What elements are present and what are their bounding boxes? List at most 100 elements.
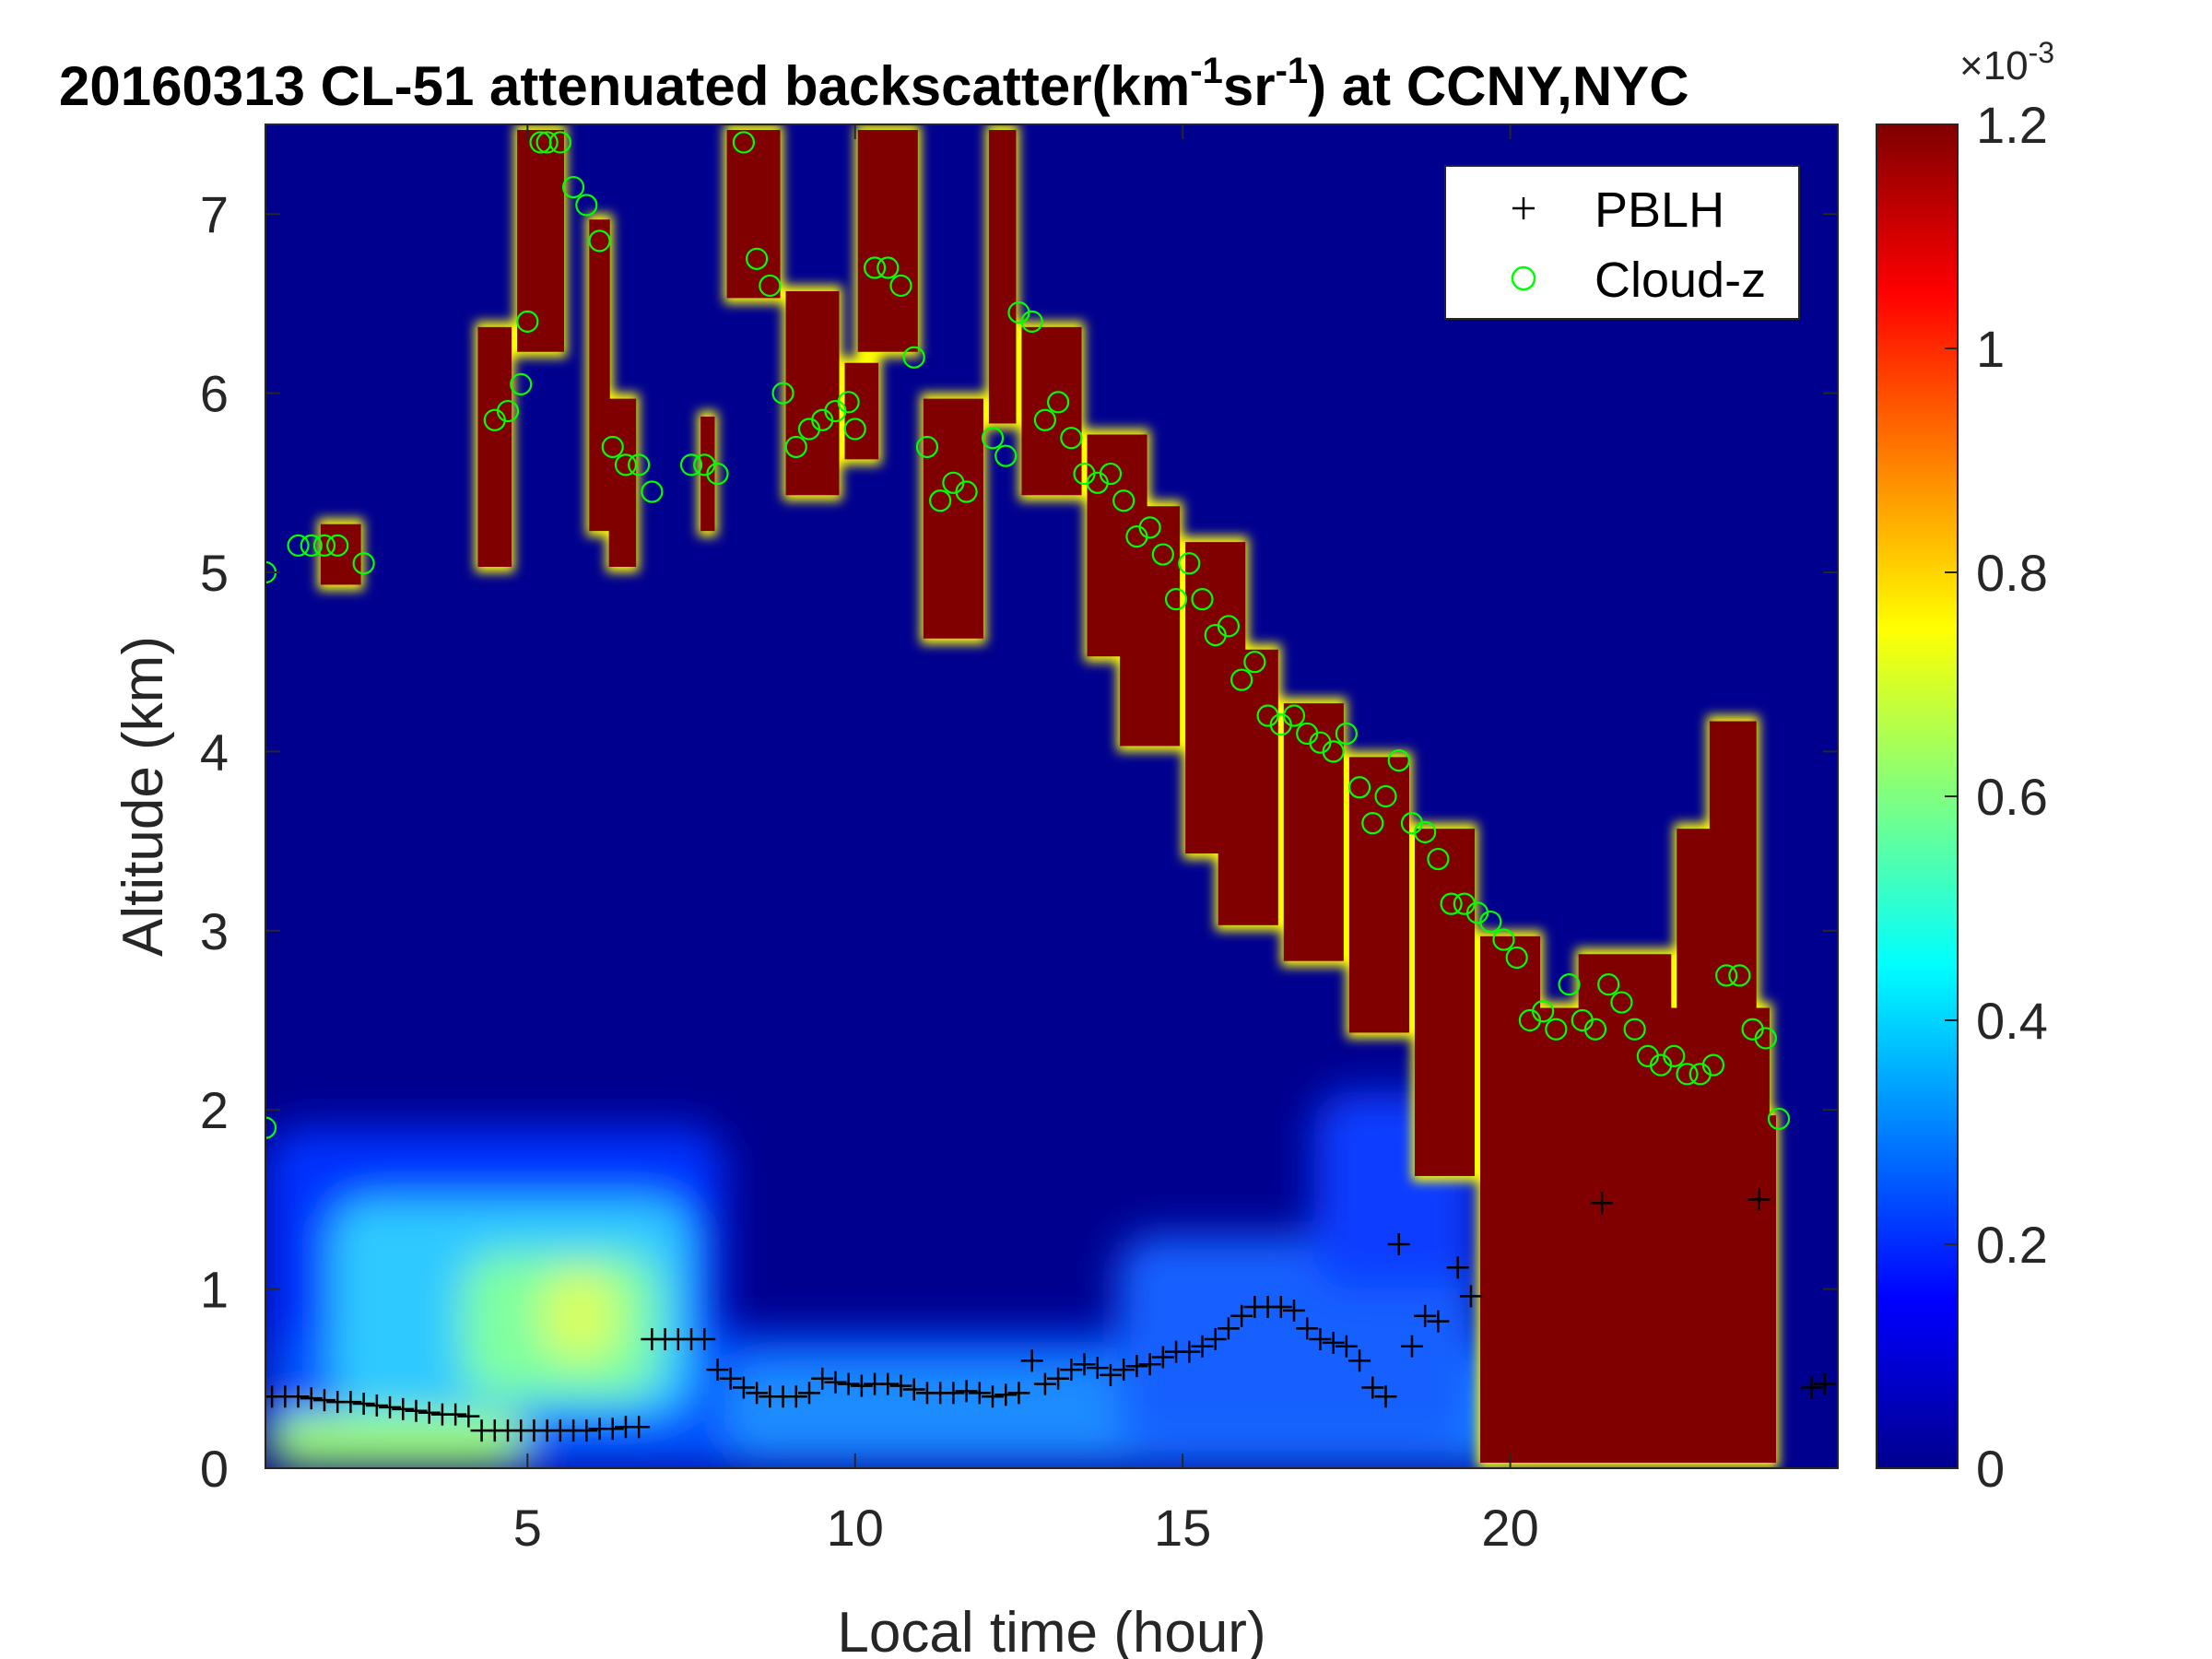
y-tick-label: 3 — [200, 902, 229, 960]
aerosol-patch-5 — [540, 1271, 619, 1361]
cloud-z-marker — [1676, 1063, 1699, 1086]
cloud-core-2 — [517, 130, 564, 352]
pblh-marker — [1269, 1296, 1292, 1319]
cloud-z-marker — [1767, 1107, 1791, 1131]
cloud-core-8 — [844, 362, 879, 460]
cloud-z-marker — [352, 552, 375, 575]
chart-title: 20160313 CL-51 attenuated backscatter(km… — [59, 51, 1689, 117]
cloud-z-marker — [588, 229, 611, 253]
cloud-z-marker — [929, 489, 952, 512]
cloud-z-marker — [1558, 973, 1581, 996]
pblh-marker — [379, 1395, 402, 1418]
colorbar-tick-label: 0.6 — [1976, 768, 2048, 826]
y-tick-label: 1 — [200, 1261, 229, 1319]
cloud-z-marker — [496, 399, 520, 423]
cloud-z-marker — [1841, 983, 1861, 1004]
cloud-z-marker — [1387, 749, 1410, 772]
cloud-core-19 — [1414, 829, 1476, 1176]
cloud-core-6 — [726, 130, 781, 299]
cloud-z-marker — [1701, 1053, 1725, 1077]
pblh-marker — [824, 1371, 847, 1394]
pblh-marker — [955, 1380, 978, 1403]
cloud-z-marker — [732, 131, 756, 154]
cloud-z-marker — [265, 1116, 277, 1139]
pblh-marker — [628, 1416, 651, 1439]
pblh-marker — [1112, 1359, 1135, 1382]
pblh-marker — [1283, 1299, 1306, 1322]
pblh-marker — [457, 1405, 480, 1428]
cloud-z-marker — [1020, 310, 1043, 333]
cloud-z-marker — [575, 194, 598, 217]
pblh-marker — [693, 1328, 716, 1351]
colorbar-tick-label: 1 — [1976, 320, 2005, 378]
cloud-z-marker — [863, 256, 887, 279]
cloud-z-marker — [994, 444, 1018, 467]
cloud-z-marker — [1230, 668, 1253, 691]
cloud-z-marker — [1754, 1027, 1777, 1050]
cloud-z-marker — [1047, 391, 1070, 414]
pblh-marker — [339, 1391, 362, 1414]
legend-box — [1444, 165, 1800, 320]
y-axis-label: Altitude (km) — [112, 636, 175, 957]
pblh-marker — [1007, 1382, 1030, 1405]
cloud-z-marker — [759, 274, 782, 298]
pblh-marker — [444, 1403, 467, 1426]
cloud-core-25 — [1761, 1115, 1777, 1463]
cloud-z-marker — [614, 453, 638, 477]
colorbar-gradient — [1876, 124, 1959, 1469]
pblh-marker — [1591, 1192, 1614, 1215]
pblh-marker — [994, 1383, 1018, 1406]
cloud-z-marker — [981, 427, 1005, 450]
pblh-marker — [1191, 1335, 1214, 1358]
y-tick-label: 7 — [200, 185, 229, 243]
cloud-z-marker — [1178, 552, 1201, 575]
pblh-marker — [968, 1382, 991, 1405]
pblh-marker — [1414, 1304, 1437, 1327]
cloud-z-marker — [312, 534, 336, 557]
cloud-z-marker — [1545, 1018, 1568, 1041]
pblh-marker — [942, 1382, 965, 1405]
cloud-z-marker — [1282, 704, 1306, 727]
cloud-core-10 — [923, 398, 983, 639]
y-tick-label: 2 — [200, 1081, 229, 1139]
legend-entry-cloud-z: Cloud-z — [1594, 253, 1766, 308]
cloud-z-marker — [902, 346, 925, 369]
pblh-marker — [1204, 1328, 1227, 1351]
legend: PBLH Cloud-z — [1444, 165, 1800, 320]
cloud-z-marker — [1322, 740, 1345, 763]
pblh-marker — [889, 1374, 912, 1397]
pblh-marker — [797, 1382, 820, 1405]
pblh-marker — [1800, 1376, 1823, 1399]
cloud-z-marker — [843, 418, 866, 441]
cloud-z-marker — [889, 274, 912, 298]
cloud-z-marker — [1217, 615, 1241, 638]
pblh-marker — [1335, 1335, 1358, 1358]
plot-area — [265, 124, 1861, 1468]
pblh-marker — [1459, 1285, 1482, 1308]
cloud-z-marker — [837, 391, 860, 414]
cloud-z-marker — [1151, 543, 1174, 566]
cloud-z-marker — [915, 435, 939, 459]
colorbar-tick-label: 1.2 — [1976, 96, 2048, 154]
pblh-marker — [719, 1367, 742, 1390]
y-tick-label: 0 — [200, 1440, 229, 1498]
x-axis: 5 10 15 20 — [513, 124, 1539, 1557]
pblh-marker — [1309, 1328, 1332, 1351]
cloud-z-marker — [1112, 489, 1135, 512]
pblh-marker — [1813, 1372, 1836, 1395]
colorbar-tick-label: 0.2 — [1976, 1216, 2048, 1274]
pblh-marker — [902, 1378, 925, 1401]
pblh-marker — [287, 1385, 310, 1408]
pblh-marker — [300, 1387, 323, 1410]
cloud-z-marker — [326, 534, 349, 557]
pblh-marker — [1747, 1188, 1771, 1211]
cloud-z-marker — [548, 131, 571, 154]
cloud-z-marker — [1623, 1018, 1646, 1041]
legend-pblh-marker — [1512, 197, 1535, 219]
cloud-z-marker — [771, 382, 794, 405]
cloud-z-marker — [561, 175, 585, 199]
pblh-marker — [418, 1401, 441, 1424]
x-tick-label: 10 — [827, 1499, 884, 1557]
cloud-z-marker — [1715, 964, 1738, 987]
y-tick-label: 5 — [200, 544, 229, 602]
